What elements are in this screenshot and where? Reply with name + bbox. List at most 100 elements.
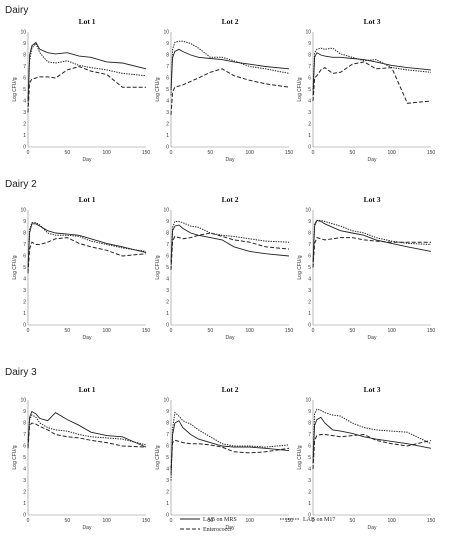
x-tick-label: 0: [312, 328, 315, 334]
x-axis-label: Day: [83, 157, 92, 163]
x-tick-label: 150: [427, 150, 436, 156]
y-tick-label: 9: [23, 41, 26, 47]
y-axis-label: Log CFU/g: [297, 445, 303, 469]
series-line-lab-on-mrs: [312, 52, 432, 96]
y-tick-label: 3: [23, 288, 26, 294]
y-tick-label: 5: [23, 265, 26, 271]
series-line-lab-on-m17: [27, 42, 147, 107]
y-tick-label: 8: [166, 53, 169, 59]
y-tick-label: 1: [166, 501, 169, 507]
y-tick-label: 10: [163, 208, 169, 214]
y-tick-label: 7: [23, 64, 26, 70]
y-tick-label: 0: [23, 323, 26, 329]
y-tick-label: 5: [308, 455, 311, 461]
y-tick-label: 0: [166, 513, 169, 519]
x-axis-label: Day: [368, 335, 377, 341]
x-axis-label: Day: [83, 525, 92, 531]
y-axis-label: Log CFU/g: [297, 255, 303, 279]
x-tick-label: 100: [102, 518, 111, 524]
x-tick-label: 150: [427, 518, 436, 524]
legend-item: LAB on M17: [303, 517, 335, 523]
y-tick-label: 8: [23, 53, 26, 59]
x-tick-label: 0: [27, 518, 30, 524]
x-tick-label: 50: [350, 150, 356, 156]
y-tick-label: 6: [23, 76, 26, 82]
series-line-lab-on-mrs: [312, 416, 432, 464]
y-tick-label: 7: [166, 64, 169, 70]
chart-title: Lot 1: [79, 385, 96, 394]
x-axis-label: Day: [226, 157, 235, 163]
y-axis-label: Log CFU/g: [12, 445, 18, 469]
x-tick-label: 100: [102, 328, 111, 334]
y-tick-label: 3: [166, 110, 169, 116]
series-line-enterococci: [312, 236, 431, 268]
y-tick-label: 8: [308, 53, 311, 59]
y-axis-label: Log CFU/g: [297, 77, 303, 101]
y-tick-label: 0: [166, 323, 169, 329]
chart-title: Lot 3: [364, 385, 381, 394]
y-tick-label: 9: [166, 41, 169, 47]
y-tick-label: 1: [308, 133, 311, 139]
x-tick-label: 0: [170, 328, 173, 334]
y-tick-label: 8: [308, 231, 311, 237]
y-tick-label: 9: [166, 409, 169, 415]
y-tick-label: 2: [166, 300, 169, 306]
y-tick-label: 0: [23, 513, 26, 519]
y-tick-label: 10: [163, 30, 169, 36]
y-tick-label: 6: [23, 254, 26, 260]
y-tick-label: 2: [308, 122, 311, 128]
y-tick-label: 5: [166, 455, 169, 461]
y-tick-label: 8: [23, 421, 26, 427]
y-tick-label: 8: [308, 421, 311, 427]
x-tick-label: 150: [142, 518, 151, 524]
x-tick-label: 50: [350, 518, 356, 524]
series-line-enterococci: [27, 237, 147, 274]
series-line-enterococci: [27, 65, 146, 113]
x-tick-label: 100: [102, 150, 111, 156]
x-axis-label: Day: [83, 335, 92, 341]
y-tick-label: 5: [23, 455, 26, 461]
x-tick-label: 0: [170, 518, 173, 524]
series-line-lab-on-mrs: [170, 420, 290, 475]
y-tick-label: 1: [308, 501, 311, 507]
y-tick-label: 9: [308, 41, 311, 47]
y-tick-label: 1: [23, 501, 26, 507]
chart-title: Lot 3: [364, 195, 381, 204]
y-tick-label: 4: [23, 277, 26, 283]
x-axis-label: Day: [226, 335, 235, 341]
y-tick-label: 7: [308, 242, 311, 248]
series-line-lab-on-m17: [312, 47, 432, 90]
y-tick-label: 6: [308, 76, 311, 82]
y-tick-label: 3: [23, 110, 26, 116]
y-tick-label: 5: [308, 265, 311, 271]
x-tick-label: 50: [350, 328, 356, 334]
y-tick-label: 10: [163, 398, 169, 404]
y-tick-label: 9: [308, 409, 311, 415]
series-line-enterococci: [27, 422, 147, 449]
series-line-enterococci: [170, 439, 290, 470]
x-axis-label: Day: [368, 157, 377, 163]
y-tick-label: 4: [166, 99, 169, 105]
y-tick-label: 3: [166, 288, 169, 294]
y-tick-label: 0: [308, 323, 311, 329]
series-line-enterococci: [312, 433, 432, 470]
y-tick-label: 2: [23, 490, 26, 496]
y-tick-label: 2: [308, 300, 311, 306]
chart-title: Lot 2: [222, 17, 239, 26]
x-tick-label: 50: [208, 518, 214, 524]
y-tick-label: 8: [23, 231, 26, 237]
y-tick-label: 10: [305, 398, 311, 404]
y-tick-label: 0: [166, 145, 169, 151]
x-tick-label: 100: [387, 150, 396, 156]
y-axis-label: Log CFU/g: [155, 255, 161, 279]
y-tick-label: 6: [308, 254, 311, 260]
y-tick-label: 7: [166, 432, 169, 438]
y-tick-label: 5: [23, 87, 26, 93]
y-axis-label: Log CFU/g: [155, 445, 161, 469]
